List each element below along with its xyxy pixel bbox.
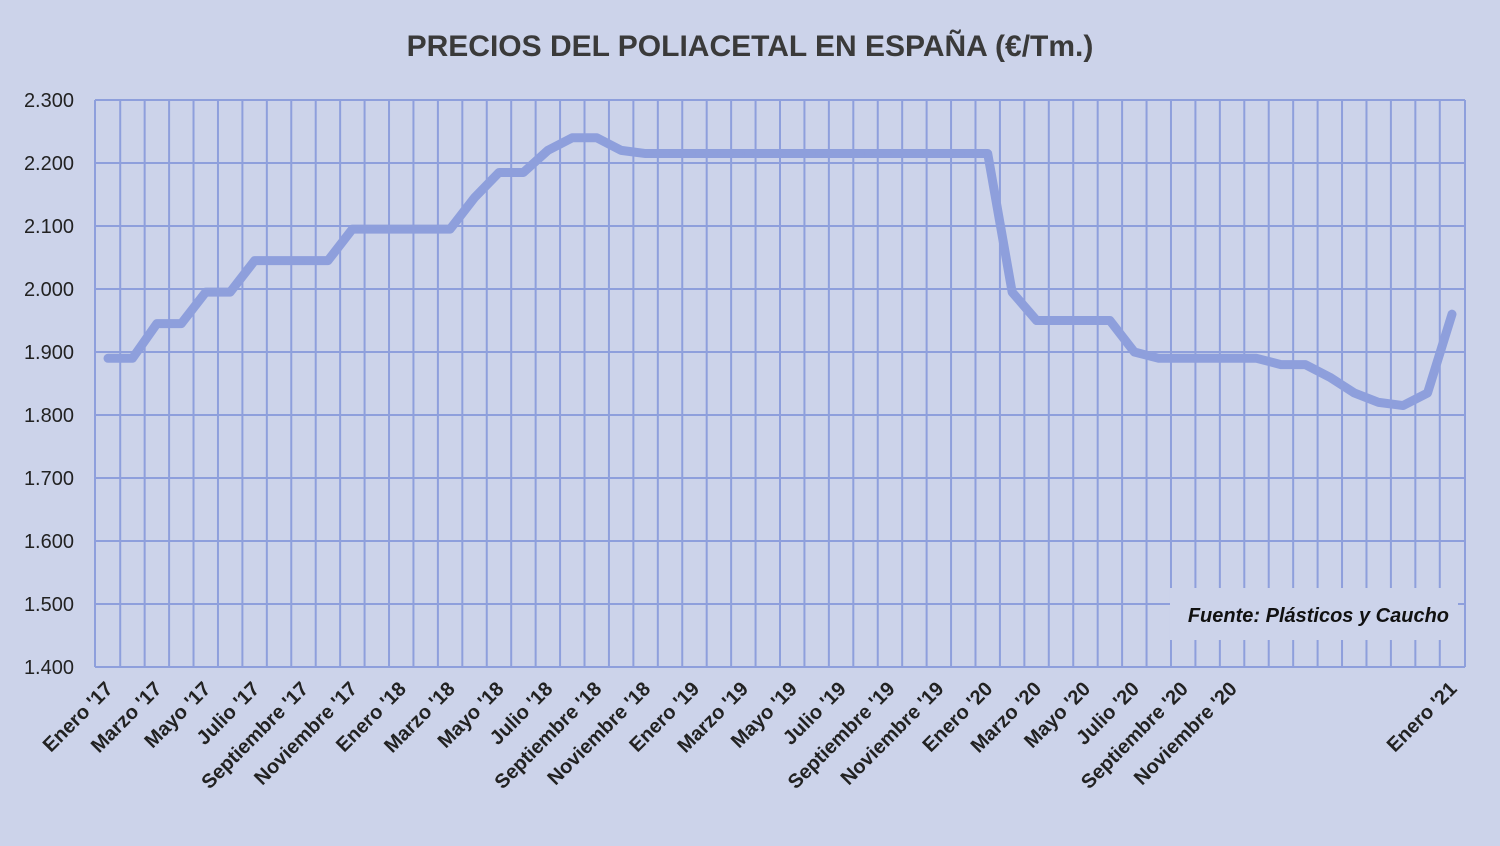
data-point xyxy=(1206,356,1210,360)
data-point xyxy=(1035,319,1039,322)
data-point xyxy=(375,227,379,231)
data-point xyxy=(1450,312,1454,316)
data-point xyxy=(326,259,330,263)
data-point xyxy=(1108,319,1112,322)
data-point xyxy=(130,356,134,360)
data-point xyxy=(448,227,452,231)
data-point xyxy=(473,196,477,200)
data-point xyxy=(595,136,599,140)
data-point xyxy=(1010,290,1014,294)
data-point xyxy=(790,152,794,156)
data-point xyxy=(1132,350,1136,354)
data-point xyxy=(155,322,159,326)
horizontal-gridlines xyxy=(95,99,1465,668)
data-point xyxy=(1377,400,1381,404)
data-point xyxy=(1083,319,1087,322)
series-line xyxy=(103,133,1457,411)
y-tick-label: 1.700 xyxy=(24,468,74,490)
data-point xyxy=(986,152,990,156)
data-point xyxy=(1181,356,1185,360)
y-tick-label: 1.600 xyxy=(24,531,74,553)
data-point xyxy=(253,259,257,263)
y-tick-label: 1.800 xyxy=(24,405,74,427)
data-point xyxy=(1401,404,1405,408)
data-point xyxy=(1279,363,1283,367)
y-tick-label: 1.500 xyxy=(24,594,74,616)
data-point xyxy=(204,290,208,294)
data-point xyxy=(106,356,110,360)
chart-title: PRECIOS DEL POLIACETAL EN ESPAÑA (€/Tm.) xyxy=(407,29,1094,63)
data-point xyxy=(521,170,525,174)
data-point xyxy=(692,152,696,156)
data-point xyxy=(399,227,403,231)
data-point xyxy=(179,322,183,326)
data-point xyxy=(277,259,281,263)
data-point xyxy=(619,148,623,152)
data-point xyxy=(1303,363,1307,367)
data-point xyxy=(424,227,428,231)
data-point xyxy=(937,152,941,156)
data-point xyxy=(228,290,232,294)
source-note: Fuente: Plásticos y Caucho xyxy=(1188,605,1449,627)
y-tick-label: 2.300 xyxy=(24,90,74,112)
data-point xyxy=(1230,356,1234,360)
data-point xyxy=(668,152,672,156)
data-point xyxy=(912,152,916,156)
data-point xyxy=(815,152,819,156)
data-point xyxy=(301,259,305,263)
data-point xyxy=(1157,356,1161,360)
data-point xyxy=(546,148,550,152)
x-tick-label: Enero '21 xyxy=(1383,678,1462,757)
y-tick-label: 2.100 xyxy=(24,216,74,238)
data-point xyxy=(1059,319,1063,322)
y-tick-label: 1.400 xyxy=(24,657,74,679)
data-point xyxy=(1426,391,1430,395)
data-point xyxy=(570,136,574,140)
data-point xyxy=(644,152,648,156)
series-layer xyxy=(103,133,1457,411)
source-note-background xyxy=(1170,588,1458,640)
y-axis-ticks: 1.400 1.500 1.600 1.700 1.800 1.900 2.000 2.100… xyxy=(24,90,74,679)
data-point xyxy=(741,152,745,156)
data-point xyxy=(888,152,892,156)
y-tick-label: 2.000 xyxy=(24,279,74,301)
data-point xyxy=(1255,356,1259,360)
data-point xyxy=(1352,391,1356,395)
data-point xyxy=(864,152,868,156)
data-point xyxy=(839,152,843,156)
y-tick-label: 1.900 xyxy=(24,342,74,364)
data-point xyxy=(766,152,770,156)
vertical-gridlines xyxy=(94,100,1466,667)
data-point xyxy=(350,227,354,231)
data-point xyxy=(497,170,501,174)
data-point xyxy=(961,152,965,156)
data-point xyxy=(1328,375,1332,379)
data-point xyxy=(717,152,721,156)
y-tick-label: 2.200 xyxy=(24,153,74,175)
